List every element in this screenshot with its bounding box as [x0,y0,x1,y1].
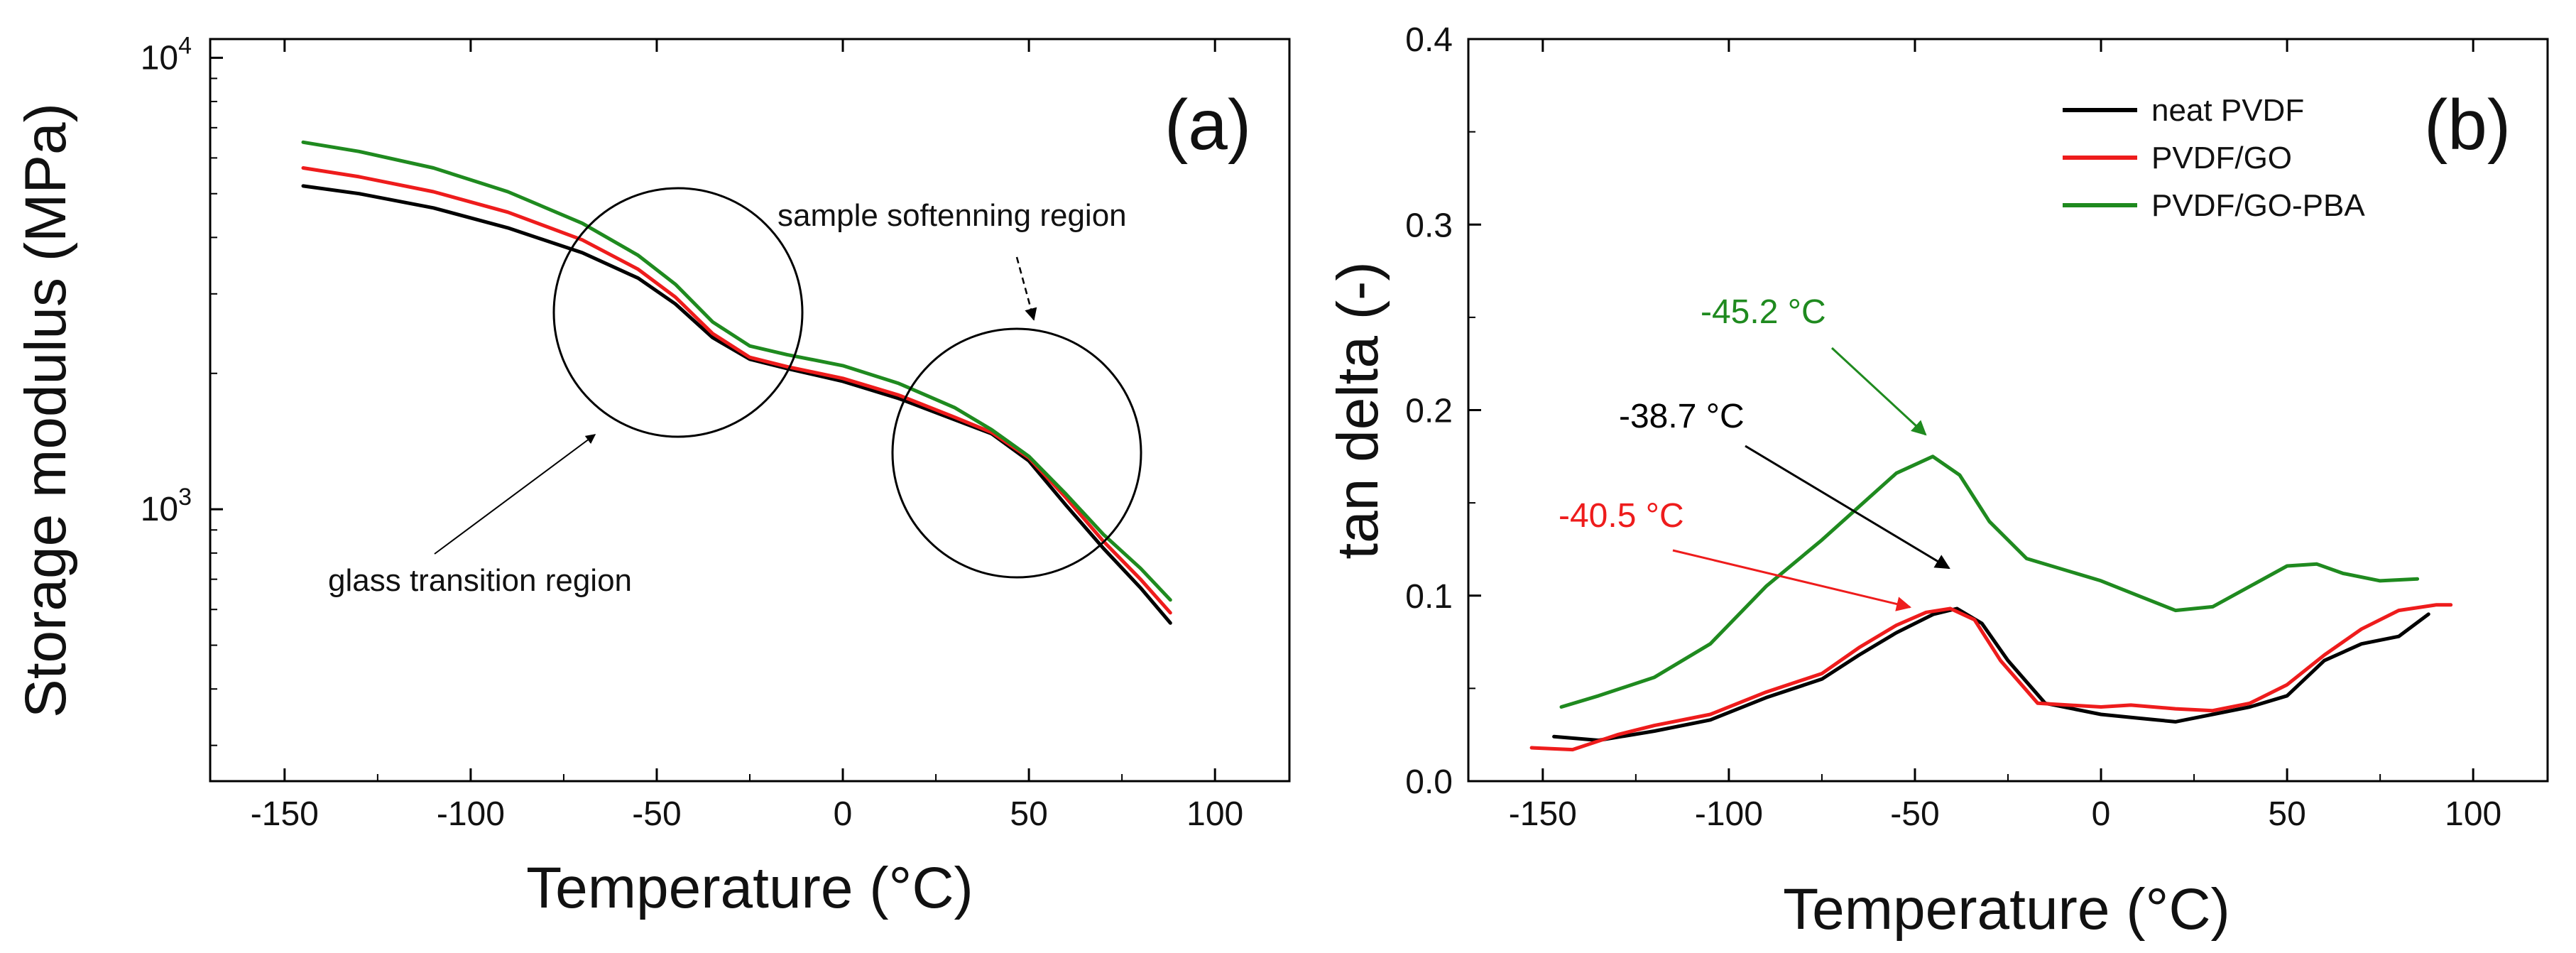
y-tick-labels-b: 0.0 0.1 0.2 0.3 0.4 [1405,21,1453,801]
annotation-softening-region: sample softenning region [777,198,1127,233]
legend-label-neat-pvdf: neat PVDF [2151,93,2304,128]
y-tick-labels-a: 103 104 [141,32,192,528]
panel-label-a: (a) [1164,85,1251,165]
x-tick-label: -150 [251,795,319,833]
x-tick-label: 100 [2445,795,2501,833]
x-tick-label: 0 [834,795,853,833]
peak-label-pvdf-go: -40.5 °C [1559,497,1684,535]
series-line-neat-pvdf [1552,606,2430,742]
peak-label-pvdf-go-pba: -45.2 °C [1701,293,1826,331]
annotation-arrow-softening [1015,256,1037,321]
peak-arrow-pvdf-go-pba [1830,347,1927,436]
x-tick-label: -50 [632,795,681,833]
glass-transition-circle [552,187,804,438]
legend-label-pvdf-go: PVDF/GO [2151,141,2292,175]
y-tick-label: 0.0 [1405,763,1453,801]
x-tick-label: -100 [437,795,505,833]
series-line-pvdf-go-pba [301,140,1172,602]
x-tick-labels-b: -150 -100 -50 0 50 100 [1509,795,2501,833]
plot-frame-a [209,38,1291,783]
peak-arrow-neat-pvdf [1745,445,1950,570]
legend: neat PVDF PVDF/GO PVDF/GO-PBA [2063,93,2365,223]
x-tick-labels-a: -150 -100 -50 0 50 100 [251,795,1243,833]
x-ticks-a [283,39,1216,781]
annotation-glass-transition: glass transition region [328,563,632,598]
x-axis-title-a: Temperature (°C) [526,856,973,920]
panel-a: -150 -100 -50 0 50 100 103 104 (a) sample soft… [13,32,1291,920]
series-line-pvdf-go [1529,603,2453,752]
series-line-neat-pvdf [301,184,1172,625]
series-lines-b [1529,454,2453,752]
panel-b: -150 -100 -50 0 50 100 0.0 0.1 0.2 0.3 0.4 (b) ne… [1326,21,2549,942]
y-ticks-b [1468,38,1481,783]
peak-arrow-pvdf-go [1672,549,1912,611]
x-tick-label: -100 [1695,795,1763,833]
x-tick-label: -150 [1509,795,1577,833]
peak-label-neat-pvdf: -38.7 °C [1619,398,1745,435]
x-axis-title-b: Temperature (°C) [1783,877,2230,942]
series-lines-a [301,140,1172,625]
y-tick-label: 0.1 [1405,578,1453,616]
y-tick-label: 0.2 [1405,393,1453,430]
series-line-pvdf-go [301,166,1172,615]
x-ticks-b [1541,39,2474,781]
y-tick-label: 0.3 [1405,207,1453,244]
y-tick-label: 103 [141,484,192,528]
y-tick-label: 0.4 [1405,21,1453,59]
panel-label-b: (b) [2424,85,2511,165]
softening-region-circle [891,327,1142,579]
annotation-arrow-glass-transition [434,434,596,555]
x-tick-label: 100 [1186,795,1243,833]
y-axis-title-a: Storage modulus (MPa) [13,103,78,718]
x-tick-label: 50 [2268,795,2305,833]
y-axis-title-b: tan delta (-) [1326,261,1390,559]
legend-label-pvdf-go-pba: PVDF/GO-PBA [2151,188,2365,223]
y-ticks-a [210,56,223,746]
y-tick-label: 104 [141,32,192,77]
x-tick-label: 0 [2092,795,2111,833]
series-line-pvdf-go-pba [1559,454,2420,709]
x-tick-label: 50 [1010,795,1047,833]
x-tick-label: -50 [1890,795,1939,833]
